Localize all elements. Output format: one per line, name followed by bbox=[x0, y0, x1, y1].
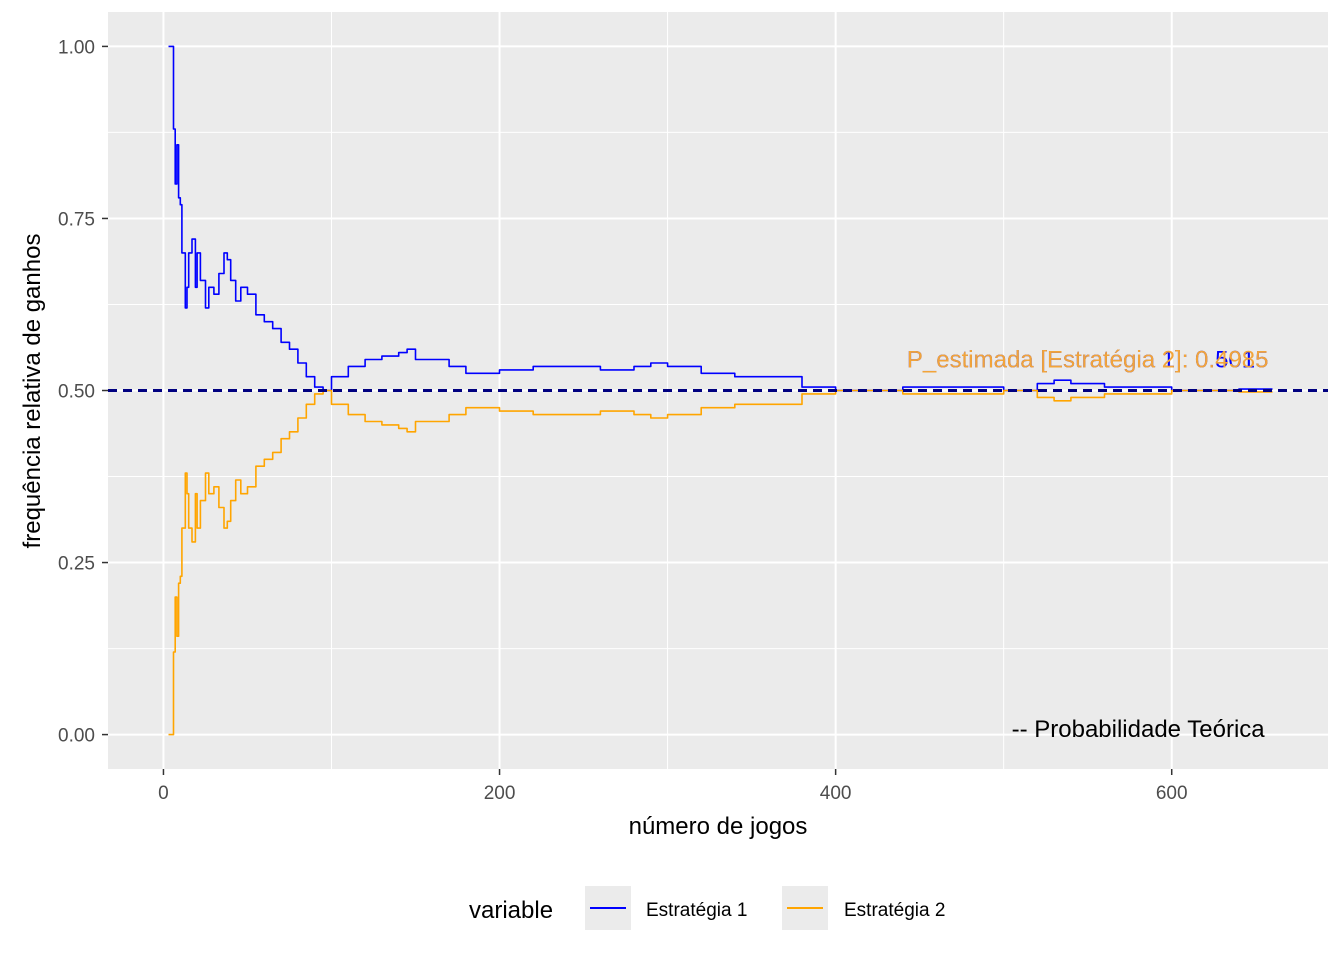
annotation-p-estimada-1: P_estimada [Estratégia 1]: 0.5015 bbox=[907, 347, 1269, 374]
legend-label-estrategia-1: Estratégia 1 bbox=[646, 900, 747, 921]
annotation-layer: P_estimada [Estratégia 1]: 0.5015 P_esti… bbox=[907, 347, 1269, 744]
x-tick-label: 600 bbox=[1156, 783, 1188, 804]
x-tick-label: 400 bbox=[820, 783, 852, 804]
x-axis-title: número de jogos bbox=[629, 813, 808, 840]
y-tick-label: 0.00 bbox=[58, 726, 95, 747]
y-tick-label: 0.25 bbox=[58, 554, 95, 575]
annotation-p-estimada-2: P_estimada [Estratégia 2]: 0.4985 bbox=[907, 347, 1269, 374]
legend-title: variable bbox=[469, 897, 553, 924]
x-tick-label: 0 bbox=[158, 783, 169, 804]
y-tick-label: 1.00 bbox=[58, 37, 95, 58]
series-lines bbox=[168, 45, 1273, 736]
y-axis-title: frequência relativa de ganhos bbox=[19, 234, 46, 549]
y-tick-label: 0.75 bbox=[58, 209, 95, 230]
annotation-probabilidade-teorica: -- Probabilidade Teórica bbox=[1012, 716, 1266, 743]
series-line-estrategia-2 bbox=[168, 389, 1273, 736]
x-axis-ticks: 0 200 400 600 bbox=[158, 769, 1188, 804]
legend-label-estrategia-2: Estratégia 2 bbox=[844, 900, 945, 921]
x-tick-label: 200 bbox=[484, 783, 516, 804]
y-tick-label: 0.50 bbox=[58, 382, 95, 403]
y-axis-ticks: 0.00 0.25 0.50 0.75 1.00 bbox=[58, 37, 108, 747]
legend: variable Estratégia 1 Estratégia 2 bbox=[469, 886, 945, 930]
